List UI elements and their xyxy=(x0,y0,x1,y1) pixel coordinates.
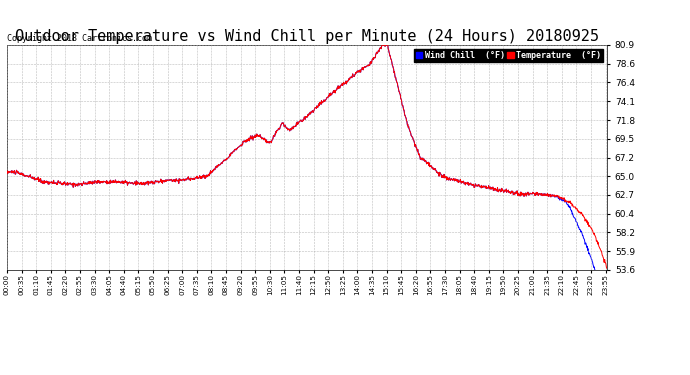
Text: Copyright 2018 Cartronics.com: Copyright 2018 Cartronics.com xyxy=(7,34,152,43)
Title: Outdoor Temperature vs Wind Chill per Minute (24 Hours) 20180925: Outdoor Temperature vs Wind Chill per Mi… xyxy=(15,29,599,44)
Legend: Wind Chill  (°F), Temperature  (°F): Wind Chill (°F), Temperature (°F) xyxy=(414,49,603,62)
